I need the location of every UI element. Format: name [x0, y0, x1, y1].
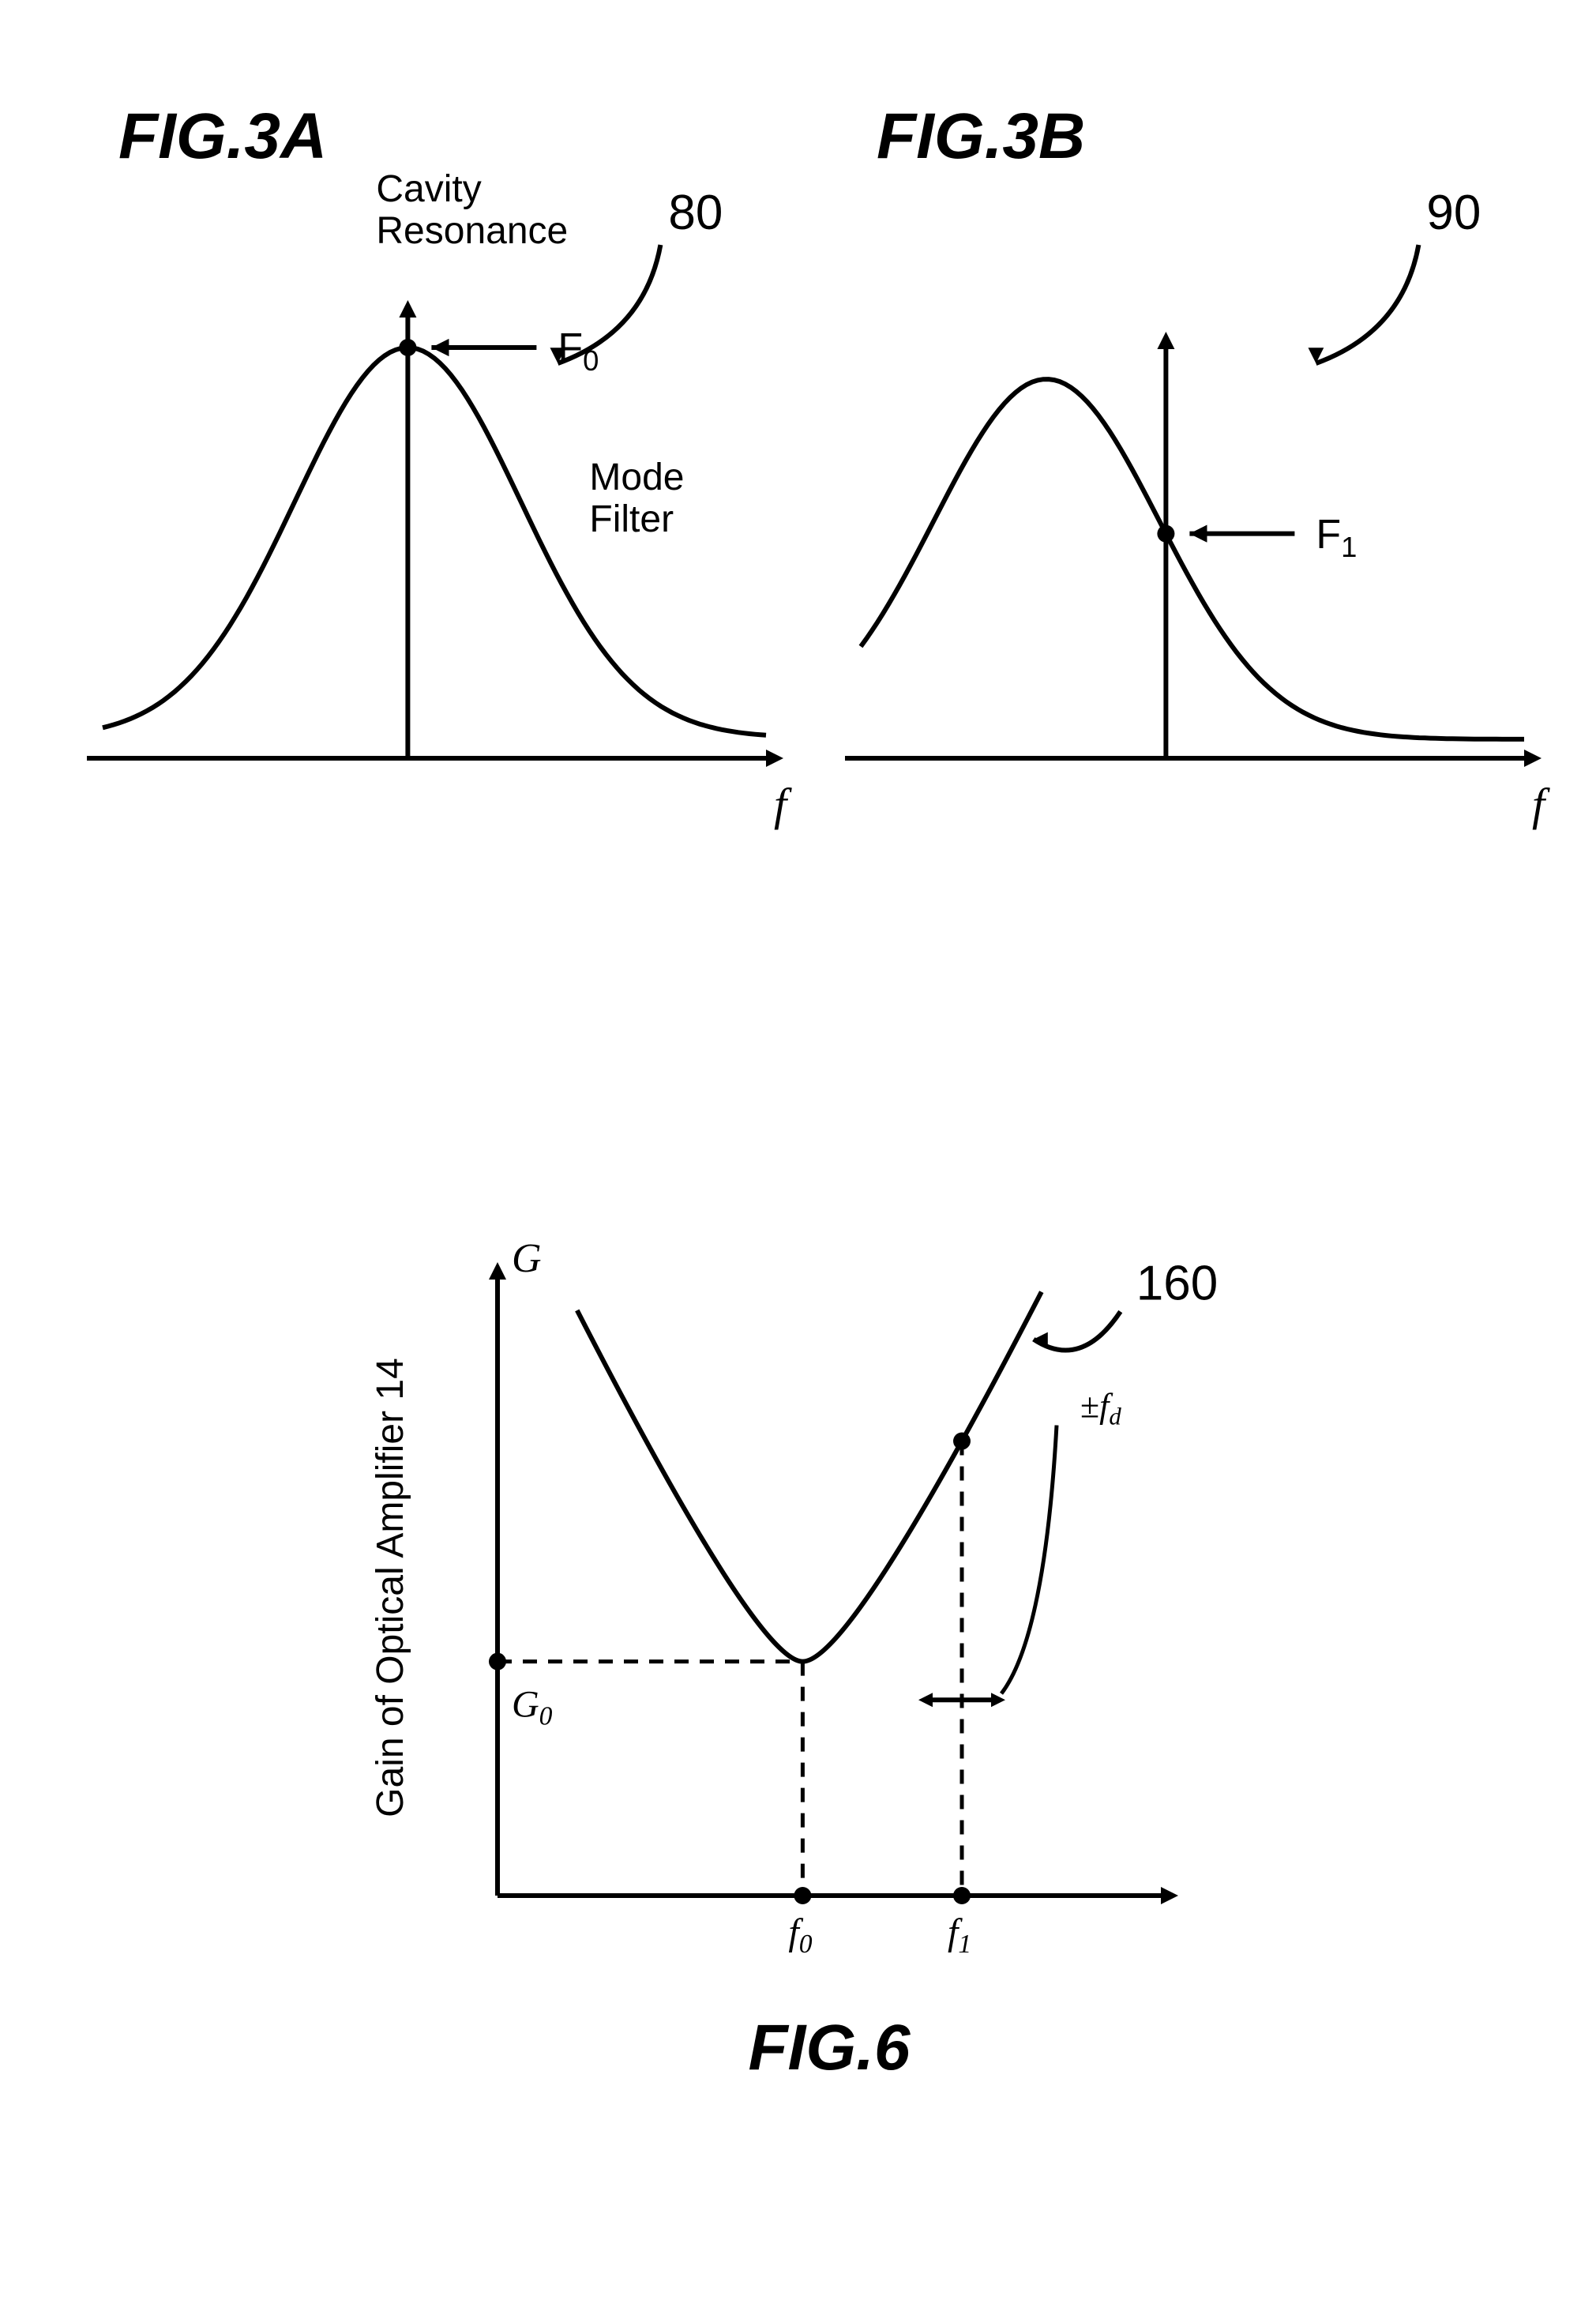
fig6-side-label: Gain of Optical Amplifier 14 — [370, 1358, 411, 1817]
fig6-y-axis-label: G — [512, 1236, 542, 1281]
fig6-fd-label: ±fd — [1080, 1387, 1121, 1430]
fig6-g0-label: G0 — [512, 1684, 553, 1731]
fig3b-title: FIG.3B — [877, 100, 1085, 172]
fig3b-callout: 90 — [1426, 186, 1481, 240]
page: FIG.3A F0 f 80 CavityResonance ModeFilter FIG.… — [0, 0, 1596, 2300]
fig3a-annotation-cavity: Resonance — [376, 210, 568, 252]
figures-svg: FIG.3A F0 f 80 CavityResonance ModeFilter FIG.… — [0, 0, 1596, 2300]
fig3b-point-label: F1 — [1316, 512, 1357, 563]
fig3a-annotation-cavity: Cavity — [376, 168, 481, 210]
fig3a-annotation-modefilter: Mode — [589, 457, 684, 498]
fig3a-curve — [103, 348, 766, 735]
fig3a-x-axis-label: f — [774, 779, 792, 830]
fig3b-marker — [1157, 525, 1174, 543]
fig3a-annotation-modefilter: Filter — [589, 498, 674, 540]
fig3a-point-label: F0 — [558, 325, 599, 377]
fig6-curve — [577, 1292, 1042, 1662]
fig6-title: FIG.6 — [748, 2012, 911, 2084]
fig6-callout: 160 — [1136, 1257, 1218, 1311]
fig6-xtick-1: f1 — [948, 1911, 971, 1959]
fig6-xtick-0: f0 — [788, 1911, 812, 1959]
fig3b-curve — [861, 379, 1524, 739]
fig3b-x-axis-label: f — [1532, 779, 1550, 830]
fig3a-title: FIG.3A — [118, 100, 327, 172]
fig3a-callout: 80 — [668, 186, 723, 240]
fig3a-marker — [399, 339, 416, 356]
